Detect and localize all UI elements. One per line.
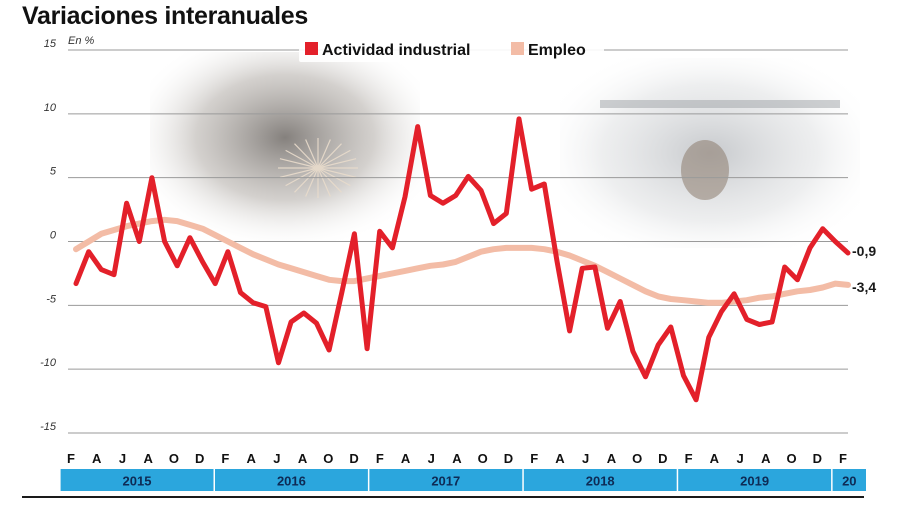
machine-bar — [600, 100, 840, 108]
legend-label-actividad: Actividad industrial — [322, 42, 470, 59]
bottom-rule — [22, 496, 864, 498]
x-month-label: A — [761, 451, 771, 466]
year-label: 20 — [842, 474, 856, 489]
x-month-label: D — [504, 451, 513, 466]
x-month-label: O — [632, 451, 642, 466]
x-month-label: D — [195, 451, 204, 466]
x-month-label: F — [221, 451, 229, 466]
x-month-label: J — [428, 451, 435, 466]
y-tick-label: 5 — [50, 166, 57, 178]
y-tick-labels: 15 10 5 0 -5 -10 -15 — [40, 38, 57, 433]
y-tick-label: 10 — [44, 102, 57, 114]
legend-background — [299, 36, 604, 62]
year-band-segment — [523, 469, 677, 491]
x-month-label: A — [246, 451, 256, 466]
x-month-label: F — [67, 451, 75, 466]
legend-swatch-actividad — [305, 42, 318, 55]
x-month-label: A — [144, 451, 154, 466]
year-label: 2016 — [277, 474, 306, 489]
series-line-actividad-industrial — [73, 116, 851, 403]
chart-title: Variaciones interanuales — [22, 2, 309, 30]
x-month-label: D — [813, 451, 822, 466]
year-band: 2015 2016 2017 2018 2019 20 — [60, 469, 866, 491]
x-month-label: A — [298, 451, 308, 466]
y-tick-label: -5 — [46, 293, 57, 305]
year-band-segment — [832, 469, 866, 491]
year-label: 2019 — [740, 474, 769, 489]
end-labels: -0,9 -3,4 — [852, 243, 876, 295]
x-month-label: A — [92, 451, 102, 466]
year-band-segment — [369, 469, 523, 491]
x-month-label: J — [736, 451, 743, 466]
series-line-empleo — [73, 216, 851, 306]
year-label: 2015 — [123, 474, 152, 489]
x-month-label: A — [401, 451, 411, 466]
x-month-label: J — [119, 451, 126, 466]
legend-swatch-empleo — [511, 42, 524, 55]
welder-photo — [150, 52, 420, 242]
x-month-label: O — [323, 451, 333, 466]
y-tick-label: 15 — [44, 38, 57, 50]
welding-sparks — [278, 138, 358, 198]
x-month-label: F — [685, 451, 693, 466]
x-month-label: A — [607, 451, 617, 466]
unit-label: En % — [68, 35, 95, 47]
x-month-label: O — [786, 451, 796, 466]
legend: Actividad industrial Empleo — [299, 36, 604, 62]
y-tick-label: -10 — [40, 357, 57, 369]
x-month-label: A — [555, 451, 565, 466]
y-tick-label: 0 — [50, 230, 57, 242]
end-label: -0,9 — [852, 243, 876, 259]
x-month-label: D — [658, 451, 667, 466]
x-month-label: A — [452, 451, 462, 466]
y-tick-label: -15 — [40, 421, 57, 433]
legend-label-empleo: Empleo — [528, 42, 586, 59]
background-photos — [150, 52, 860, 248]
end-label: -3,4 — [852, 279, 876, 295]
year-band-segment — [215, 469, 368, 491]
year-band-segment — [60, 469, 214, 491]
year-band-segment — [678, 469, 832, 491]
worker-silhouette — [681, 140, 729, 200]
year-label: 2018 — [586, 474, 615, 489]
x-month-label: A — [710, 451, 720, 466]
x-month-label: D — [349, 451, 358, 466]
x-month-label: F — [376, 451, 384, 466]
x-month-label: F — [530, 451, 538, 466]
x-month-label: F — [839, 451, 847, 466]
x-month-label: O — [478, 451, 488, 466]
x-month-label: J — [273, 451, 280, 466]
x-month-label: O — [169, 451, 179, 466]
x-month-label: J — [582, 451, 589, 466]
year-label: 2017 — [431, 474, 460, 489]
